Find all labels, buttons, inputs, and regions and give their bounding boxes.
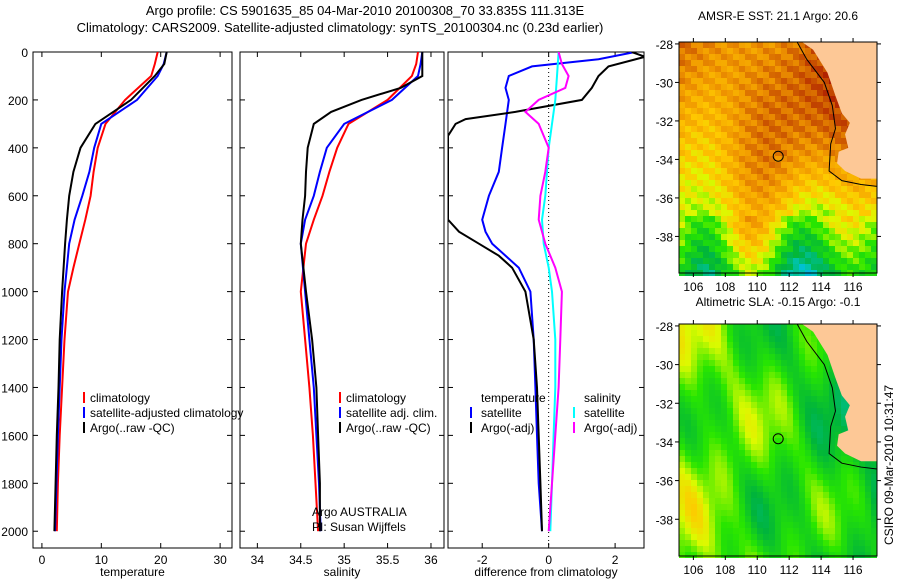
plot-frame <box>32 51 233 549</box>
series-line-climatology <box>55 52 159 532</box>
land-mass <box>801 324 877 462</box>
legend-label: Argo(..raw -QC) <box>90 421 175 435</box>
bathymetry-contour <box>796 323 878 470</box>
land-mass <box>801 42 877 179</box>
y-tick-label: 1000 <box>1 286 28 300</box>
y-tick-label: 600 <box>8 190 28 204</box>
y-tick-label: 1200 <box>1 334 28 348</box>
x-tick-label: 34.5 <box>289 553 313 567</box>
sla-map <box>679 323 878 558</box>
timestamp-label: CSIRO 09-Mar-2010 10:31:47 <box>882 385 896 545</box>
x-tick-label: 35 <box>337 553 351 567</box>
plot-frame <box>447 51 645 549</box>
lat-tick-label: -38 <box>656 230 674 244</box>
series-line-satellite-adjusted-climatology <box>54 52 168 532</box>
lat-tick-label: -28 <box>656 320 674 334</box>
legend-label: satellite adj. clim. <box>346 406 437 420</box>
lon-tick-label: 108 <box>715 280 735 294</box>
lon-tick-label: 110 <box>748 563 767 577</box>
lon-tick-label: 106 <box>683 563 703 577</box>
lat-tick-label: -30 <box>656 359 674 373</box>
argo-float-marker <box>772 150 784 162</box>
x-axis-label: salinity <box>324 565 361 579</box>
legend-label: satellite-adjusted climatology <box>90 406 243 420</box>
lon-tick-label: 112 <box>780 563 799 577</box>
x-tick-label: 10 <box>95 553 109 567</box>
title-line-2: Climatology: CARS2009. Satellite-adjuste… <box>77 20 604 35</box>
series-line-argo-raw-qc- <box>53 52 168 532</box>
plot-frame <box>239 51 445 549</box>
x-tick-label: 30 <box>213 553 227 567</box>
legend-label: Argo(..raw -QC) <box>346 421 431 435</box>
legend-group-title: temperature <box>481 391 546 405</box>
bathymetry-contour <box>796 41 878 187</box>
lat-tick-label: -30 <box>656 76 674 90</box>
y-tick-label: 2000 <box>1 525 28 539</box>
lat-tick-label: -32 <box>656 397 674 411</box>
y-tick-label: 1800 <box>1 477 28 491</box>
x-axis-label: temperature <box>100 565 165 579</box>
y-tick-label: 0 <box>21 46 28 60</box>
lat-tick-label: -36 <box>656 475 674 489</box>
legend-label: satellite <box>481 406 522 420</box>
series-line-salinity-satellite <box>540 52 560 532</box>
argo-float-marker <box>772 433 784 445</box>
series-line-salinity-argo-adj- <box>523 52 570 532</box>
y-tick-label: 1600 <box>1 429 28 443</box>
x-tick-label: 36 <box>424 553 438 567</box>
x-tick-label: 2 <box>612 553 619 567</box>
sst-map <box>679 41 878 276</box>
lon-tick-label: 112 <box>780 280 799 294</box>
lat-tick-label: -34 <box>656 436 674 450</box>
lon-tick-label: 116 <box>843 563 862 577</box>
lon-tick-label: 110 <box>748 280 767 294</box>
lon-tick-label: 116 <box>843 280 862 294</box>
lat-tick-label: -34 <box>656 153 674 167</box>
y-tick-label: 200 <box>8 94 28 108</box>
series-line-satellite-adj-clim- <box>299 52 424 532</box>
y-tick-label: 1400 <box>1 381 28 395</box>
legend-label: Argo(-adj) <box>481 421 534 435</box>
lon-tick-label: 106 <box>683 280 703 294</box>
lat-tick-label: -32 <box>656 115 674 129</box>
title-line-1: Argo profile: CS 5901635_85 04-Mar-2010 … <box>146 3 585 18</box>
pi-label: PI: Susan Wijffels <box>312 520 406 534</box>
map-frame <box>678 323 878 557</box>
lon-tick-label: 114 <box>812 563 831 577</box>
lon-tick-label: 108 <box>715 563 735 577</box>
legend-group-title: salinity <box>584 391 621 405</box>
series-line-argo-raw-qc- <box>299 52 424 532</box>
series-line-temperature-argo-adj- <box>448 52 644 532</box>
x-tick-label: 0 <box>545 553 552 567</box>
map-title: Altimetric SLA: -0.15 Argo: -0.1 <box>696 295 861 309</box>
legend-label: Argo(-adj) <box>584 421 637 435</box>
lat-tick-label: -36 <box>656 192 674 206</box>
map-frame <box>678 41 878 274</box>
lat-tick-label: -28 <box>656 38 674 52</box>
x-tick-label: 0 <box>39 553 46 567</box>
y-tick-label: 800 <box>8 238 28 252</box>
legend-label: satellite <box>584 406 625 420</box>
series-line-temperature-satellite <box>481 52 636 532</box>
x-tick-label: 34 <box>251 553 265 567</box>
lat-tick-label: -38 <box>656 513 674 527</box>
x-tick-label: 35.5 <box>376 553 400 567</box>
x-tick-label: 20 <box>154 553 168 567</box>
legend-label: climatology <box>90 391 150 405</box>
credit-label: Argo AUSTRALIA <box>312 505 407 519</box>
map-title: AMSR-E SST: 21.1 Argo: 20.6 <box>698 9 858 23</box>
x-axis-label: difference from climatology <box>474 565 617 579</box>
y-tick-label: 400 <box>8 142 28 156</box>
legend-label: climatology <box>346 391 406 405</box>
lon-tick-label: 114 <box>812 280 831 294</box>
x-tick-label: -2 <box>477 553 488 567</box>
